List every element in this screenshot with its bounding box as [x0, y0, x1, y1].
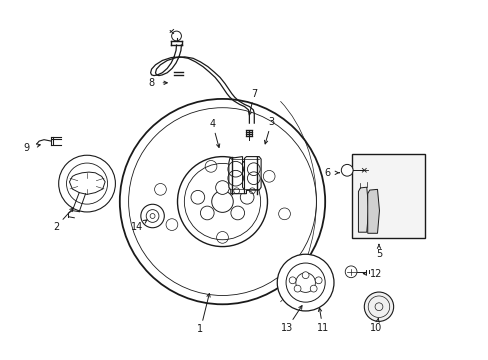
Circle shape: [120, 99, 325, 304]
Text: 4: 4: [209, 119, 215, 129]
Circle shape: [59, 155, 115, 212]
Circle shape: [288, 277, 295, 284]
Circle shape: [191, 190, 204, 204]
Circle shape: [200, 206, 214, 220]
Circle shape: [177, 157, 267, 247]
Circle shape: [277, 254, 333, 311]
Circle shape: [315, 277, 322, 284]
Text: 10: 10: [369, 323, 382, 333]
Text: 1: 1: [197, 324, 203, 334]
Text: 5: 5: [375, 249, 381, 259]
Text: 2: 2: [53, 222, 59, 232]
Text: 3: 3: [268, 117, 274, 127]
Circle shape: [215, 181, 229, 194]
Circle shape: [294, 285, 301, 292]
Circle shape: [309, 285, 316, 292]
Text: 9: 9: [24, 143, 30, 153]
Text: 14: 14: [130, 222, 143, 232]
Text: 6: 6: [324, 168, 330, 178]
Polygon shape: [69, 172, 105, 194]
Polygon shape: [312, 296, 325, 303]
Text: 13: 13: [281, 323, 293, 333]
Polygon shape: [244, 157, 261, 194]
Circle shape: [240, 190, 253, 204]
Polygon shape: [367, 189, 379, 233]
Circle shape: [341, 165, 352, 176]
Bar: [351, 154, 425, 238]
Text: 11: 11: [316, 323, 328, 333]
Circle shape: [302, 272, 308, 279]
Polygon shape: [358, 187, 368, 232]
Circle shape: [230, 206, 244, 220]
Text: 8: 8: [148, 78, 154, 88]
Polygon shape: [228, 157, 244, 194]
Circle shape: [141, 204, 164, 228]
Circle shape: [211, 191, 233, 212]
Text: 7: 7: [251, 89, 257, 99]
Circle shape: [364, 292, 393, 321]
Circle shape: [345, 266, 356, 278]
Text: 12: 12: [369, 269, 382, 279]
